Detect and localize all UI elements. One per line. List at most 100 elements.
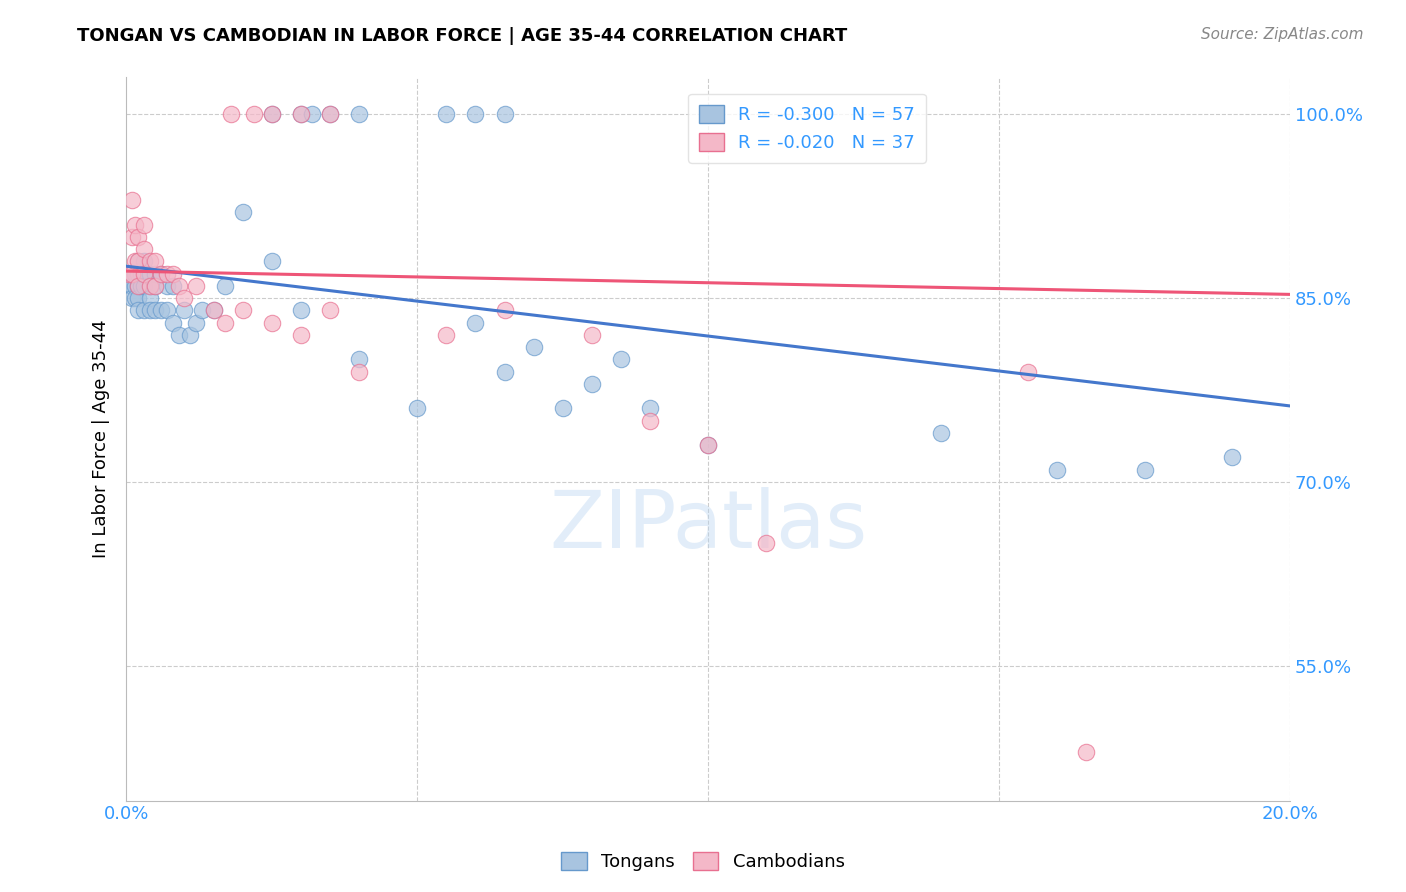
Point	[610, 352, 633, 367]
Point	[132, 267, 155, 281]
Point	[434, 107, 457, 121]
Point	[162, 278, 184, 293]
Point	[145, 254, 167, 268]
Point	[202, 303, 225, 318]
Point	[638, 414, 661, 428]
Point	[173, 303, 195, 318]
Point	[434, 327, 457, 342]
Point	[929, 425, 952, 440]
Point	[150, 303, 173, 318]
Point	[127, 254, 149, 268]
Point	[260, 107, 283, 121]
Point	[347, 352, 370, 367]
Point	[138, 278, 160, 293]
Point	[179, 327, 201, 342]
Point	[260, 254, 283, 268]
Point	[755, 536, 778, 550]
Point	[127, 278, 149, 293]
Point	[127, 291, 149, 305]
Point	[301, 107, 323, 121]
Point	[150, 267, 173, 281]
Point	[1133, 463, 1156, 477]
Point	[290, 327, 312, 342]
Point	[145, 278, 167, 293]
Point	[138, 291, 160, 305]
Point	[124, 278, 146, 293]
Point	[347, 365, 370, 379]
Point	[121, 229, 143, 244]
Point	[121, 193, 143, 207]
Point	[132, 242, 155, 256]
Point	[121, 278, 143, 293]
Point	[184, 278, 207, 293]
Point	[129, 278, 152, 293]
Point	[243, 107, 266, 121]
Point	[138, 267, 160, 281]
Point	[581, 327, 603, 342]
Point	[290, 303, 312, 318]
Point	[127, 229, 149, 244]
Point	[121, 267, 143, 281]
Point	[127, 303, 149, 318]
Point	[319, 107, 342, 121]
Point	[118, 267, 141, 281]
Point	[1220, 450, 1243, 465]
Point	[124, 254, 146, 268]
Point	[232, 205, 254, 219]
Point	[214, 278, 236, 293]
Point	[132, 254, 155, 268]
Text: TONGAN VS CAMBODIAN IN LABOR FORCE | AGE 35-44 CORRELATION CHART: TONGAN VS CAMBODIAN IN LABOR FORCE | AGE…	[77, 27, 848, 45]
Point	[127, 278, 149, 293]
Point	[121, 278, 143, 293]
Point	[145, 267, 167, 281]
Point	[464, 107, 486, 121]
Point	[121, 267, 143, 281]
Point	[184, 316, 207, 330]
Point	[697, 438, 720, 452]
Point	[167, 278, 190, 293]
Point	[129, 267, 152, 281]
Point	[138, 278, 160, 293]
Point	[162, 267, 184, 281]
Point	[191, 303, 214, 318]
Point	[124, 267, 146, 281]
Text: Source: ZipAtlas.com: Source: ZipAtlas.com	[1201, 27, 1364, 42]
Point	[202, 303, 225, 318]
Point	[1046, 463, 1069, 477]
Point	[145, 303, 167, 318]
Point	[156, 278, 179, 293]
Point	[347, 107, 370, 121]
Point	[494, 365, 516, 379]
Point	[551, 401, 574, 416]
Point	[127, 267, 149, 281]
Point	[464, 316, 486, 330]
Point	[523, 340, 546, 354]
Point	[156, 303, 179, 318]
Text: ZIPatlas: ZIPatlas	[550, 487, 868, 565]
Point	[124, 218, 146, 232]
Point	[132, 267, 155, 281]
Point	[173, 291, 195, 305]
Point	[121, 267, 143, 281]
Point	[118, 267, 141, 281]
Point	[138, 254, 160, 268]
Point	[214, 316, 236, 330]
Point	[127, 254, 149, 268]
Point	[145, 278, 167, 293]
Point	[219, 107, 242, 121]
Point	[156, 267, 179, 281]
Point	[1017, 365, 1039, 379]
Point	[406, 401, 429, 416]
Y-axis label: In Labor Force | Age 35-44: In Labor Force | Age 35-44	[93, 319, 110, 558]
Point	[132, 278, 155, 293]
Point	[494, 303, 516, 318]
Point	[319, 107, 342, 121]
Point	[232, 303, 254, 318]
Point	[150, 267, 173, 281]
Point	[260, 107, 283, 121]
Point	[132, 218, 155, 232]
Point	[290, 107, 312, 121]
Point	[581, 376, 603, 391]
Legend: R = -0.300   N = 57, R = -0.020   N = 37: R = -0.300 N = 57, R = -0.020 N = 37	[688, 94, 927, 163]
Legend: Tongans, Cambodians: Tongans, Cambodians	[554, 845, 852, 879]
